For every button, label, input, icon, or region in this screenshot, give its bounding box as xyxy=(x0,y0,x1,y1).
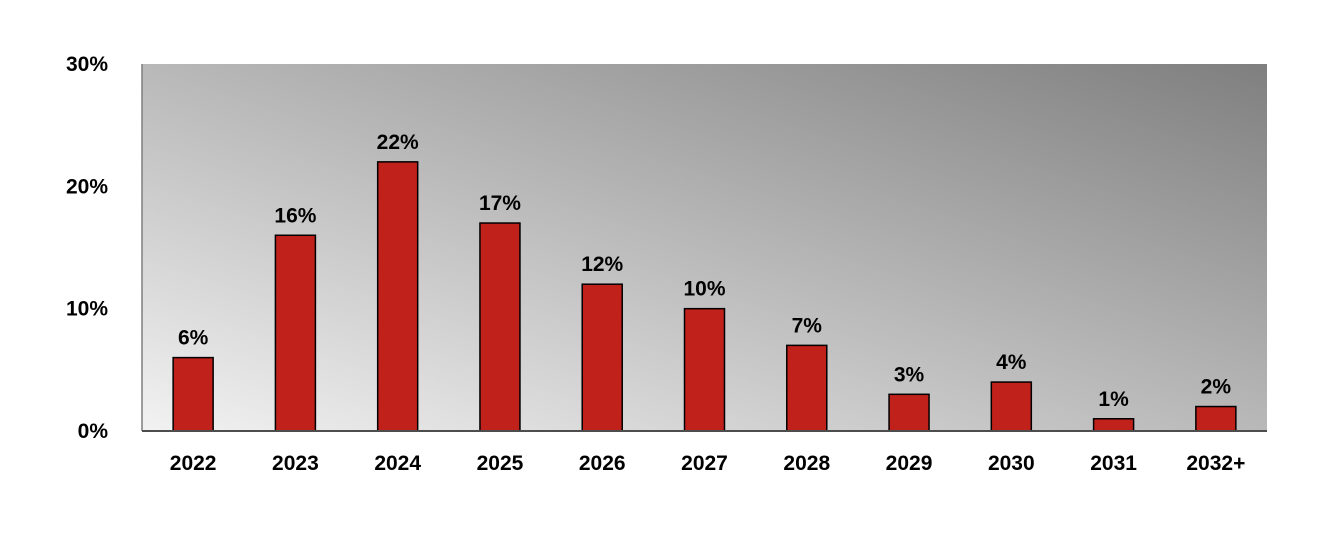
data-label: 12% xyxy=(581,253,623,276)
bar xyxy=(1092,418,1135,432)
x-tick-label: 2028 xyxy=(783,452,830,475)
data-labels: 6% 16% 22% 17% 12% 10% 7% 3% 4% 1% 2% xyxy=(178,131,1231,411)
y-axis-ticks: 0% 10% 20% 30% xyxy=(66,53,108,443)
x-tick-label: 2026 xyxy=(579,452,626,475)
y-tick-label: 0% xyxy=(78,420,109,443)
bar xyxy=(888,393,930,432)
bar xyxy=(1195,405,1237,432)
data-label: 1% xyxy=(1098,388,1129,411)
bar xyxy=(581,283,623,432)
y-tick-label: 20% xyxy=(66,175,108,198)
bar xyxy=(990,381,1033,432)
bar xyxy=(786,344,828,432)
bar xyxy=(376,161,419,432)
x-tick-label: 2025 xyxy=(477,452,524,475)
x-tick-label: 2032+ xyxy=(1186,452,1245,475)
x-tick-label: 2029 xyxy=(886,452,933,475)
bar xyxy=(479,222,521,432)
y-tick-label: 10% xyxy=(66,298,108,321)
data-label: 3% xyxy=(894,363,925,386)
y-tick-label: 30% xyxy=(66,53,108,76)
x-tick-label: 2024 xyxy=(374,452,421,475)
bar xyxy=(683,307,726,432)
data-label: 7% xyxy=(792,314,823,337)
data-label: 17% xyxy=(479,192,521,215)
bars xyxy=(172,161,1237,432)
data-label: 16% xyxy=(274,204,316,227)
x-tick-label: 2031 xyxy=(1090,452,1137,475)
x-tick-label: 2030 xyxy=(988,452,1035,475)
data-label: 22% xyxy=(377,131,419,154)
bar xyxy=(274,234,317,432)
x-tick-label: 2027 xyxy=(681,452,728,475)
data-label: 4% xyxy=(996,351,1027,374)
x-tick-label: 2022 xyxy=(170,452,217,475)
x-axis-ticks: 2022 2023 2024 2025 2026 2027 2028 2029 2030 2031… xyxy=(170,452,1246,475)
bar xyxy=(172,356,214,432)
data-label: 2% xyxy=(1201,376,1232,399)
x-tick-label: 2023 xyxy=(272,452,319,475)
data-label: 6% xyxy=(178,327,209,350)
data-label: 10% xyxy=(683,278,725,301)
